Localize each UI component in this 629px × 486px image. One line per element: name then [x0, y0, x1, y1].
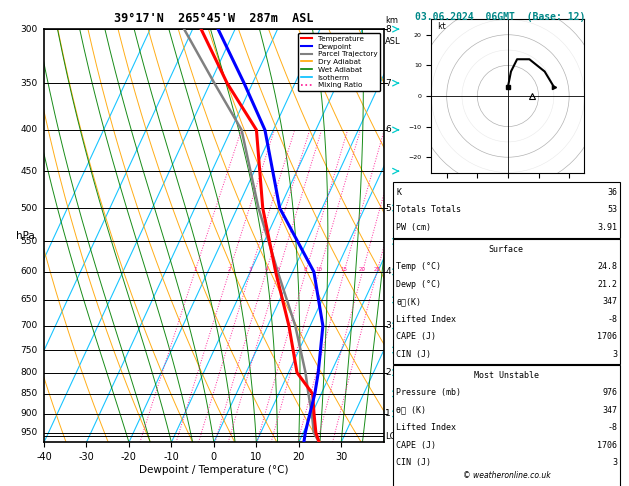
Text: PW (cm): PW (cm)	[396, 223, 431, 232]
Text: 2: 2	[227, 267, 231, 272]
Text: Totals Totals: Totals Totals	[396, 206, 461, 214]
Text: 25: 25	[374, 267, 381, 272]
Legend: Temperature, Dewpoint, Parcel Trajectory, Dry Adiabat, Wet Adiabat, Isotherm, Mi: Temperature, Dewpoint, Parcel Trajectory…	[298, 33, 380, 91]
Text: 1: 1	[386, 409, 391, 418]
Text: 976: 976	[602, 388, 617, 397]
Text: 3: 3	[248, 267, 252, 272]
Text: 500: 500	[20, 204, 37, 212]
Text: 4: 4	[264, 267, 268, 272]
Text: 8: 8	[304, 267, 308, 272]
Text: 4: 4	[386, 267, 391, 277]
Text: 350: 350	[20, 79, 37, 87]
Text: 900: 900	[20, 409, 37, 418]
Text: Lifted Index: Lifted Index	[396, 423, 456, 432]
X-axis label: Dewpoint / Temperature (°C): Dewpoint / Temperature (°C)	[139, 465, 289, 475]
Text: -8: -8	[607, 315, 617, 324]
Text: 8: 8	[386, 25, 391, 34]
Text: 347: 347	[602, 406, 617, 415]
Text: Temp (°C): Temp (°C)	[396, 262, 442, 271]
Text: 5: 5	[277, 267, 280, 272]
Text: 15: 15	[340, 267, 347, 272]
Text: CAPE (J): CAPE (J)	[396, 441, 437, 450]
Text: CIN (J): CIN (J)	[396, 350, 431, 359]
Text: θᴄ (K): θᴄ (K)	[396, 406, 426, 415]
Text: 53: 53	[607, 206, 617, 214]
Text: Most Unstable: Most Unstable	[474, 371, 539, 380]
Text: 450: 450	[20, 167, 37, 175]
Text: 3: 3	[612, 350, 617, 359]
Text: 347: 347	[602, 297, 617, 306]
Text: ASL: ASL	[386, 37, 401, 47]
Text: km: km	[386, 16, 398, 25]
Text: K: K	[396, 188, 401, 197]
Text: Pressure (mb): Pressure (mb)	[396, 388, 461, 397]
Text: Mixing Ratio (g/kg): Mixing Ratio (g/kg)	[413, 196, 422, 276]
Text: 750: 750	[20, 346, 37, 354]
Text: -8: -8	[607, 423, 617, 432]
Text: 10: 10	[316, 267, 323, 272]
Text: 6: 6	[386, 125, 391, 135]
Text: 2: 2	[386, 368, 391, 377]
Text: 03.06.2024  06GMT  (Base: 12): 03.06.2024 06GMT (Base: 12)	[415, 12, 585, 22]
Text: 20: 20	[359, 267, 366, 272]
Text: 36: 36	[607, 188, 617, 197]
Text: Surface: Surface	[489, 245, 524, 254]
Text: hPa: hPa	[16, 231, 35, 241]
Text: Lifted Index: Lifted Index	[396, 315, 456, 324]
Text: 400: 400	[20, 125, 37, 135]
Text: 650: 650	[20, 295, 37, 304]
Text: © weatheronline.co.uk: © weatheronline.co.uk	[462, 471, 550, 480]
Text: 24.8: 24.8	[597, 262, 617, 271]
Text: θᴄ(K): θᴄ(K)	[396, 297, 421, 306]
Text: 550: 550	[20, 237, 37, 246]
Text: 7: 7	[386, 79, 391, 87]
Text: Dewp (°C): Dewp (°C)	[396, 280, 442, 289]
Text: 3: 3	[612, 458, 617, 467]
Text: 600: 600	[20, 267, 37, 277]
Text: 800: 800	[20, 368, 37, 377]
Text: LCL: LCL	[386, 432, 401, 441]
Text: 39°17'N  265°45'W  287m  ASL: 39°17'N 265°45'W 287m ASL	[114, 12, 314, 25]
Text: kt: kt	[438, 21, 447, 31]
Text: 1706: 1706	[597, 332, 617, 341]
Text: 300: 300	[20, 25, 37, 34]
Text: CIN (J): CIN (J)	[396, 458, 431, 467]
Text: 1: 1	[193, 267, 196, 272]
Text: 3: 3	[386, 321, 391, 330]
Text: 950: 950	[20, 428, 37, 437]
Text: 3.91: 3.91	[597, 223, 617, 232]
Text: 700: 700	[20, 321, 37, 330]
Text: 5: 5	[386, 204, 391, 212]
Text: 850: 850	[20, 389, 37, 399]
Text: CAPE (J): CAPE (J)	[396, 332, 437, 341]
Text: 1706: 1706	[597, 441, 617, 450]
Text: 21.2: 21.2	[597, 280, 617, 289]
